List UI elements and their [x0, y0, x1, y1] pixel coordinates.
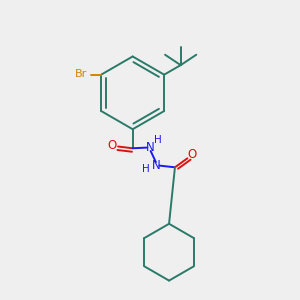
Text: Br: Br [75, 69, 87, 79]
Text: O: O [187, 148, 196, 161]
Text: N: N [152, 159, 160, 172]
Text: N: N [146, 141, 155, 154]
Text: H: H [142, 164, 150, 174]
Text: O: O [107, 139, 116, 152]
Text: H: H [154, 135, 162, 145]
